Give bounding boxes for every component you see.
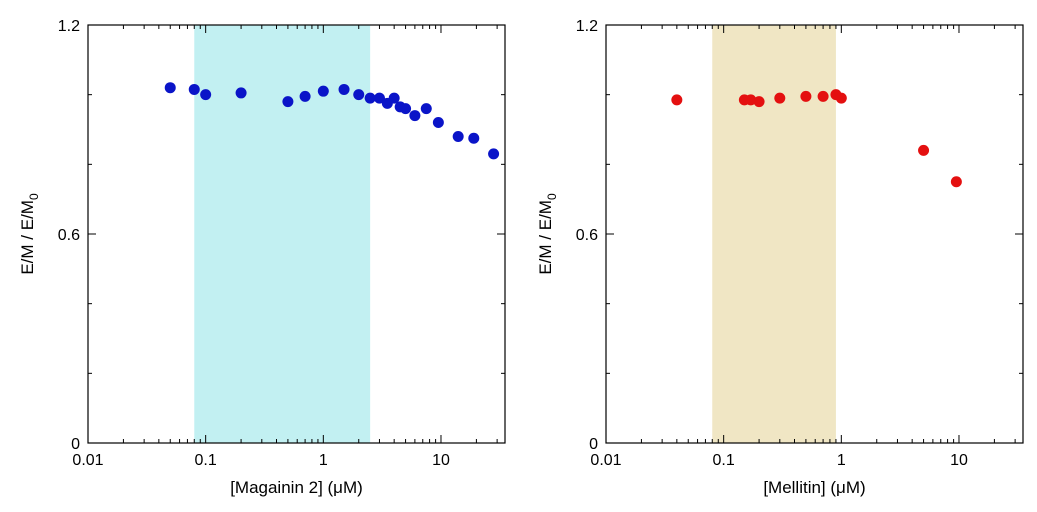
data-point: [745, 94, 757, 106]
data-point: [188, 83, 200, 95]
y-axis-title-main: E/M / E/M: [536, 200, 555, 275]
y-tick-label: 0.6: [58, 227, 80, 244]
y-tick-label: 0: [589, 436, 598, 453]
x-tick-label: 0.01: [72, 452, 103, 469]
x-tick-label: 1: [837, 452, 846, 469]
data-point: [409, 110, 421, 122]
x-tick-label: 0.1: [195, 452, 217, 469]
y-tick-label: 1.2: [576, 18, 598, 35]
data-point: [317, 85, 329, 97]
data-point: [753, 96, 765, 108]
data-point: [282, 96, 294, 108]
data-point: [364, 92, 376, 104]
x-tick-label: 0.1: [713, 452, 735, 469]
x-tick-label: 10: [432, 452, 450, 469]
data-point: [488, 148, 500, 160]
plot-frame: [605, 24, 1024, 444]
x-axis-title: [Mellitin] (μM): [763, 478, 865, 497]
y-tick-label: 0: [71, 436, 80, 453]
shaded-region: [194, 25, 371, 443]
chart-panel-1: 0.01 0.1 1 10 0 0.6 1.2 [Magainin 2] (μM) E/M / …: [18, 18, 506, 497]
data-point: [835, 92, 847, 104]
y-axis-title-subscript: 0: [27, 193, 41, 200]
data-point: [432, 117, 444, 129]
x-axis-title: [Magainin 2] (μM): [230, 478, 363, 497]
y-axis-title-main: E/M / E/M: [18, 200, 37, 275]
x-tick-label: 0.01: [590, 452, 621, 469]
data-point: [468, 132, 480, 144]
data-point: [235, 87, 247, 99]
data-point: [200, 89, 212, 101]
x-tick-label: 1: [319, 452, 328, 469]
data-point: [817, 90, 829, 102]
y-tick-label: 0.6: [576, 227, 598, 244]
data-point: [420, 103, 432, 115]
data-point: [338, 83, 350, 95]
x-tick-label: 10: [950, 452, 968, 469]
data-point: [299, 90, 311, 102]
y-axis-title-subscript: 0: [545, 193, 559, 200]
data-point: [373, 92, 385, 104]
y-axis-title: E/M / E/M0: [18, 193, 41, 275]
data-point: [918, 144, 930, 156]
data-point: [388, 92, 400, 104]
shaded-region: [712, 25, 836, 443]
y-axis-title: E/M / E/M0: [536, 193, 559, 275]
data-point: [400, 103, 412, 115]
data-point: [800, 90, 812, 102]
data-point: [164, 82, 176, 94]
chart-panel-2: 0.01 0.1 1 10 0 0.6 1.2 [Mellitin] (μM) E/M / E/…: [536, 18, 1024, 497]
data-point: [774, 92, 786, 104]
data-point: [452, 130, 464, 142]
y-tick-label: 1.2: [58, 18, 80, 35]
data-point: [671, 94, 683, 106]
data-point: [353, 89, 365, 101]
data-point: [950, 176, 962, 188]
plot-frame: [87, 24, 506, 444]
